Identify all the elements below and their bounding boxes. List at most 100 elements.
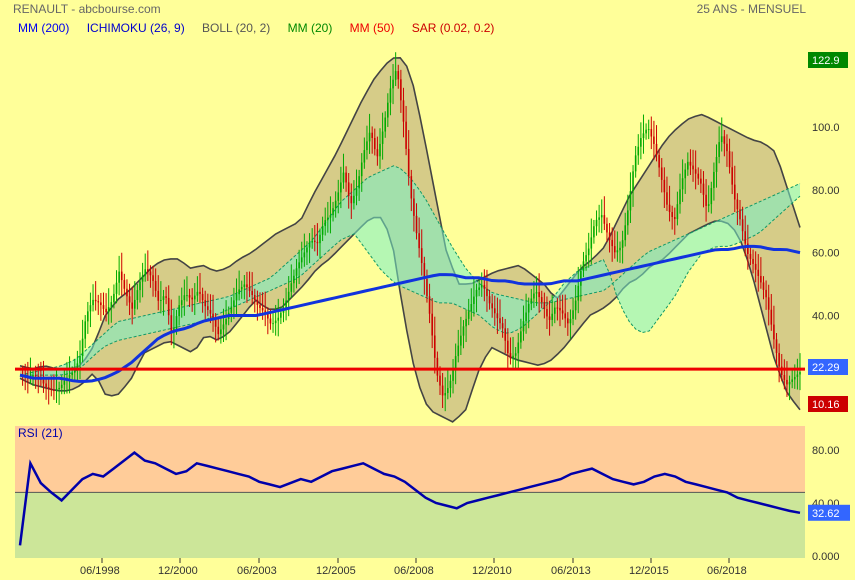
candle-body <box>87 311 89 322</box>
candle-body <box>775 339 778 353</box>
candle-body <box>433 335 436 358</box>
candle-body <box>384 117 387 132</box>
candle-body <box>269 318 272 324</box>
candle-body <box>287 291 290 301</box>
candle-body <box>543 302 546 310</box>
candle-body <box>204 300 207 307</box>
candle-body <box>713 171 715 189</box>
candle-body <box>355 188 358 196</box>
price-badge <box>808 359 848 375</box>
candle-body <box>340 182 342 193</box>
candle-body <box>749 253 752 259</box>
candle-body <box>105 308 107 313</box>
candle-body <box>744 231 747 244</box>
candle-body <box>410 176 413 199</box>
candle-body <box>580 270 582 286</box>
candle-body <box>350 196 353 204</box>
candle-body <box>525 312 527 322</box>
candle-body <box>285 300 287 308</box>
candle-body <box>371 132 373 138</box>
candle-body <box>629 191 632 211</box>
price-badge <box>808 396 848 412</box>
candle-body <box>747 243 749 254</box>
candle-body <box>467 311 470 319</box>
candle-body <box>178 305 180 317</box>
candle-body <box>462 326 465 336</box>
candle-body <box>684 169 687 179</box>
candle-body <box>337 192 340 201</box>
rsi-oversold-zone <box>15 492 805 558</box>
candle-body <box>444 393 447 396</box>
candle-body <box>55 389 58 391</box>
candle-body <box>465 318 467 327</box>
candle-body <box>692 165 694 170</box>
candle-body <box>619 247 621 251</box>
candle-body <box>668 204 671 213</box>
candle-body <box>400 79 402 101</box>
rsi-badge-label: 32.62 <box>812 508 840 520</box>
candle-body <box>274 320 277 324</box>
candle-body <box>585 255 587 262</box>
candle-body <box>762 282 765 290</box>
candle-body <box>147 269 149 272</box>
candle-body <box>606 223 608 233</box>
candle-body <box>379 143 381 157</box>
candle-body <box>329 215 332 218</box>
candle-body <box>791 379 793 382</box>
legend-mm200: MM (200) <box>18 21 70 35</box>
candle-body <box>473 296 475 305</box>
candle-body <box>671 212 673 217</box>
x-tick-label: 12/2010 <box>472 565 512 577</box>
candle-body <box>786 379 788 385</box>
candle-body <box>186 295 188 297</box>
candle-body <box>499 318 501 324</box>
candle-body <box>520 331 522 343</box>
candle-body <box>553 307 556 314</box>
candle-body <box>188 295 191 298</box>
candle-body <box>154 280 157 291</box>
candle-body <box>754 263 757 270</box>
candle-body <box>608 232 611 240</box>
price-badge-label: 122.9 <box>812 55 840 67</box>
x-tick-label: 12/2005 <box>316 565 356 577</box>
candle-body <box>600 215 603 218</box>
candle-body <box>778 352 780 367</box>
candle-body <box>415 215 418 234</box>
candle-body <box>650 129 653 137</box>
candle-body <box>363 150 366 163</box>
indicator-legend: MM (200) ICHIMOKU (26, 9) BOLL (20, 2) M… <box>18 21 508 35</box>
candle-body <box>381 131 384 144</box>
candle-body <box>577 285 580 301</box>
candle-body <box>632 171 634 192</box>
candle-body <box>527 303 530 313</box>
candle-body <box>582 261 585 271</box>
candle-body <box>556 307 559 309</box>
x-tick-label: 12/2000 <box>158 565 198 577</box>
candle-body <box>431 313 433 336</box>
candle-body <box>460 335 462 346</box>
candle-body <box>201 293 204 301</box>
candle-body <box>780 366 783 375</box>
candle-body <box>624 225 627 241</box>
candle-body <box>316 241 319 244</box>
candle-body <box>723 136 726 144</box>
candle-body <box>428 296 431 314</box>
price-badge-label: 10.16 <box>812 399 840 411</box>
candle-body <box>360 162 363 177</box>
candle-body <box>634 155 637 172</box>
candle-body <box>256 299 259 305</box>
price-badge <box>808 52 848 68</box>
candle-body <box>655 143 658 156</box>
candle-body <box>640 138 642 147</box>
candle-body <box>303 252 306 258</box>
candle-body <box>653 136 655 144</box>
candle-body <box>533 293 535 299</box>
candle-body <box>705 194 707 206</box>
candle-body <box>611 239 613 247</box>
ichimoku-span-b <box>20 195 801 376</box>
rsi-line <box>18 451 801 546</box>
candle-body <box>687 161 689 170</box>
x-tick-label: 06/1998 <box>80 565 120 577</box>
candle-body <box>718 142 720 157</box>
candle-body <box>42 379 45 384</box>
